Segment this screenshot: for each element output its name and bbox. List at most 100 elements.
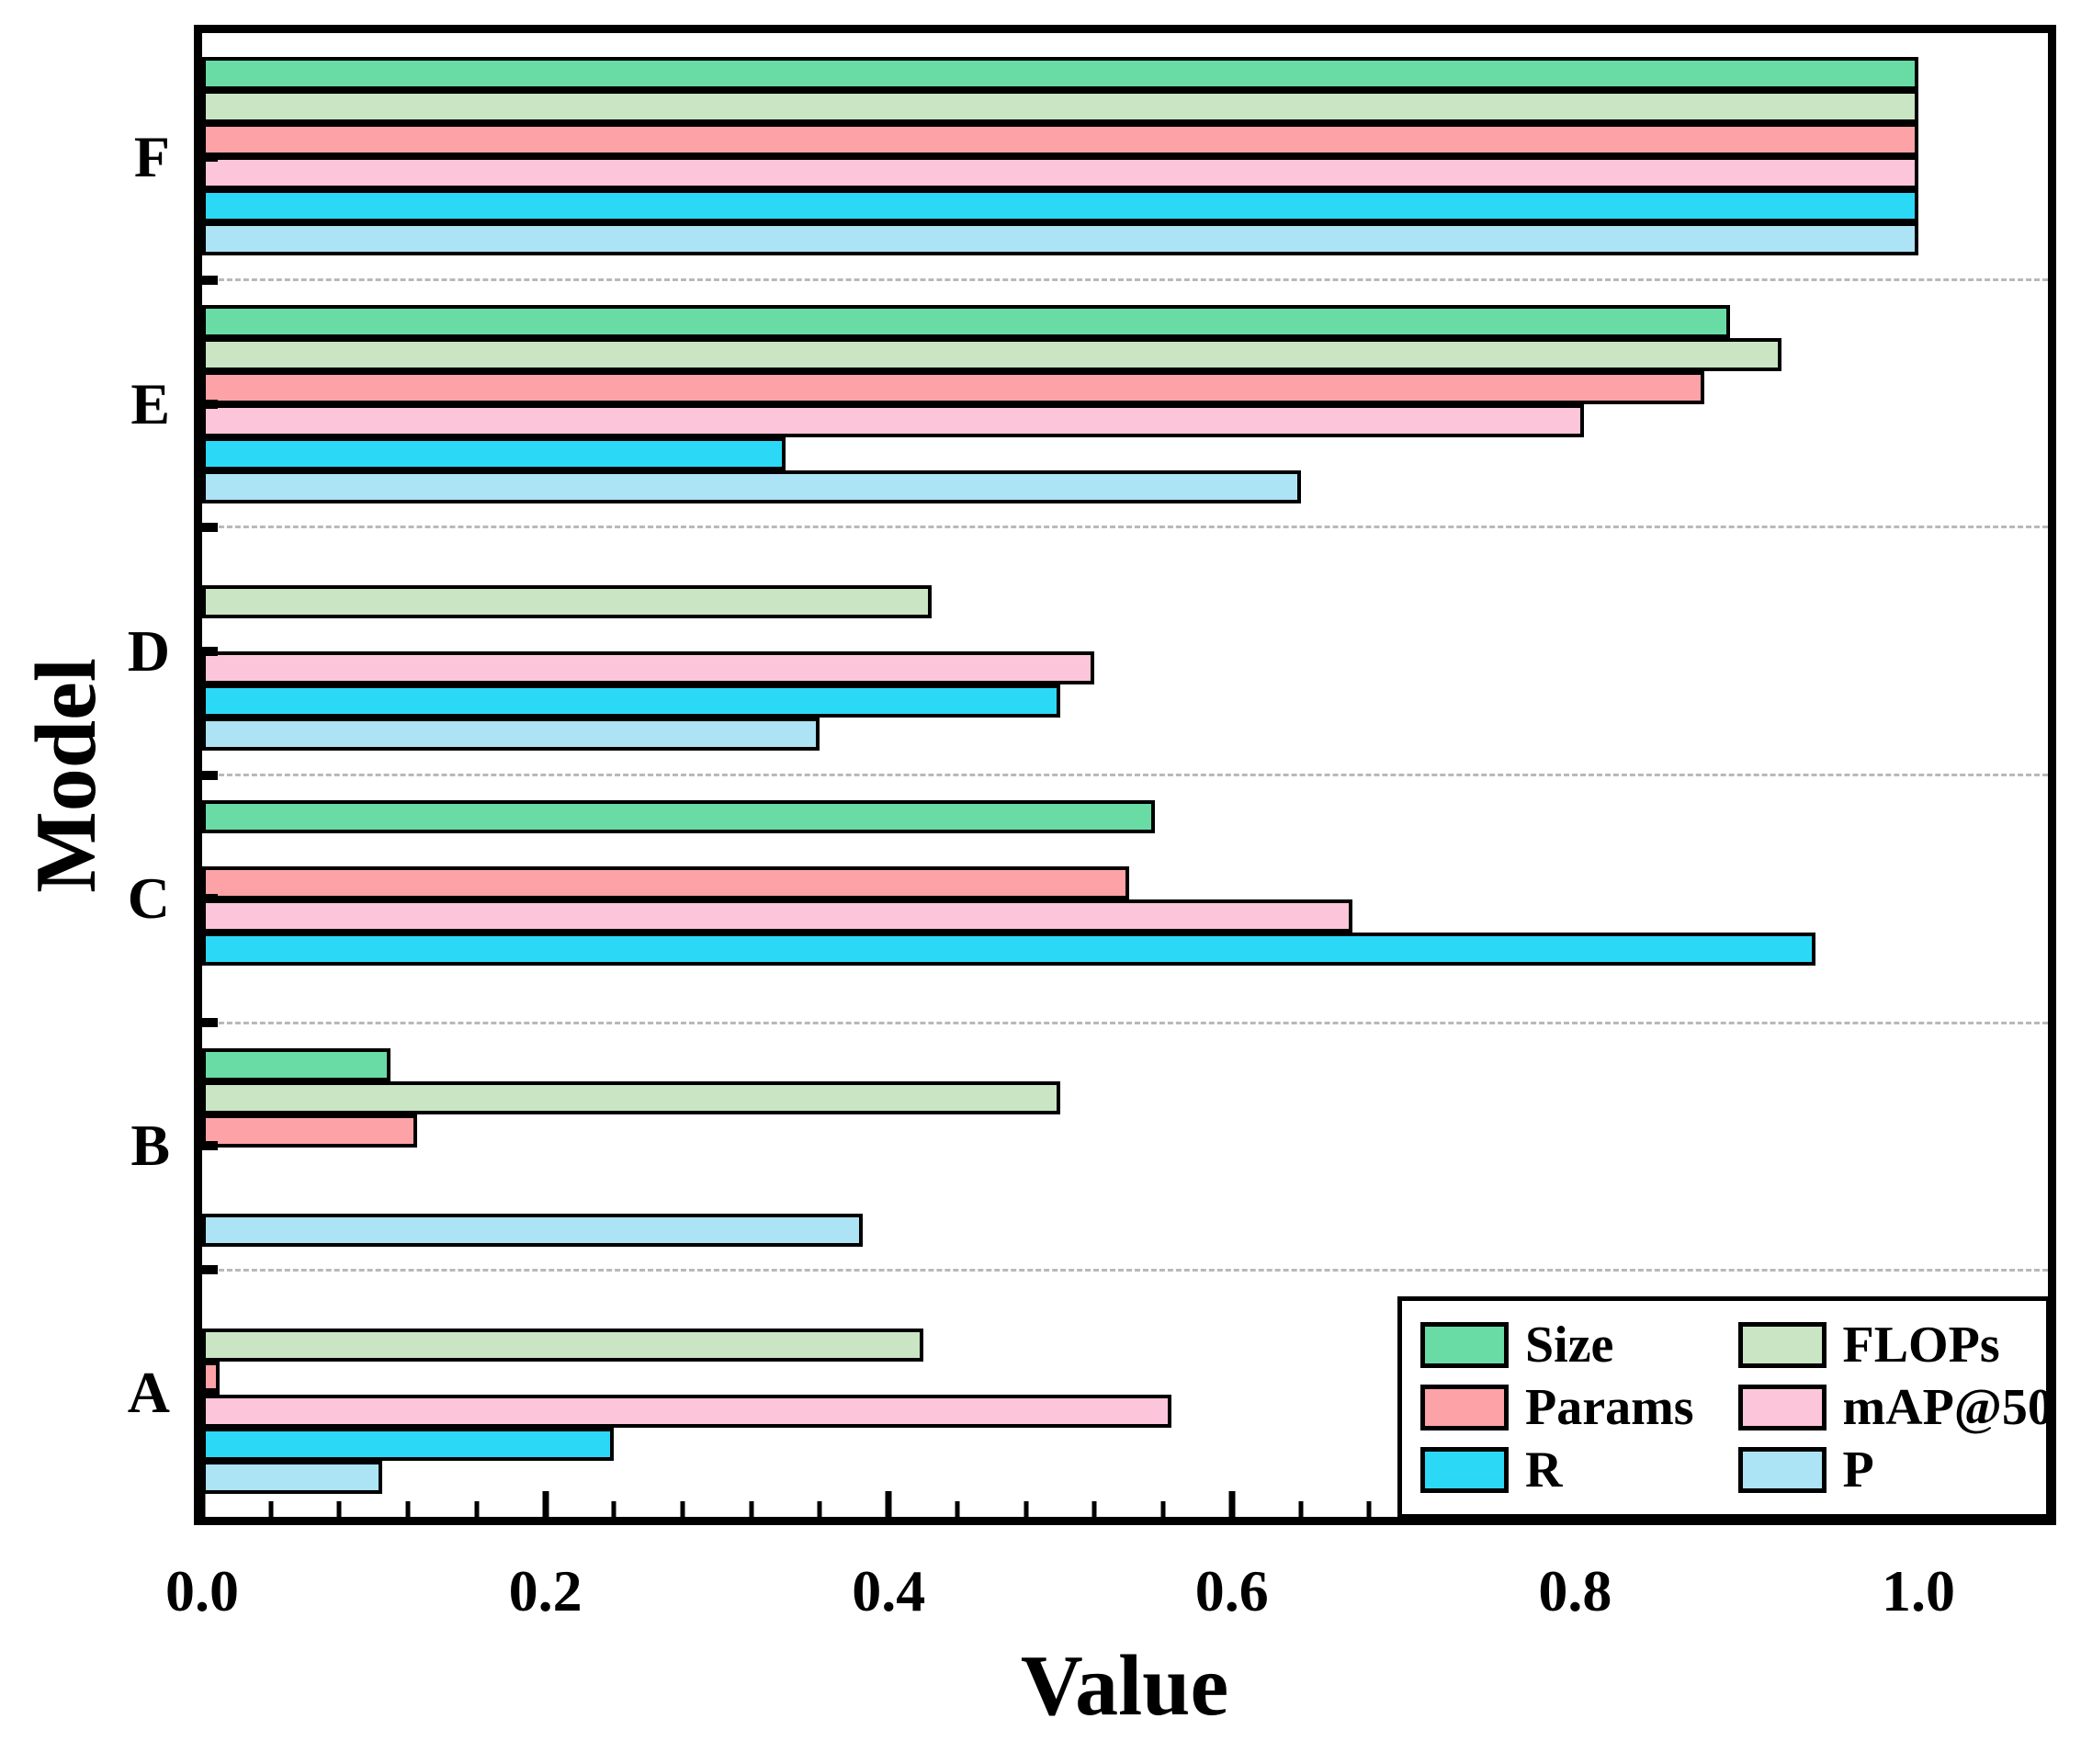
legend-swatch-Params xyxy=(1420,1385,1509,1430)
bar-slot-mAP@50-C xyxy=(202,899,2048,933)
bar-slot-mAP@50-D xyxy=(202,651,2048,685)
legend-label-Params: Params xyxy=(1525,1379,1694,1436)
bar-Params-B xyxy=(202,1114,417,1148)
category-label-E: E xyxy=(130,370,170,436)
bar-slot-FLOPs-C xyxy=(202,833,2048,866)
bar-slot-R-F xyxy=(202,189,2048,222)
x-tick-label-0.2: 0.2 xyxy=(508,1558,582,1623)
category-label-A: A xyxy=(127,1360,170,1426)
bar-mAP@50-C xyxy=(202,899,1352,933)
legend-swatch-Size xyxy=(1420,1322,1509,1368)
legend-label-Size: Size xyxy=(1525,1317,1614,1374)
category-label-D: D xyxy=(127,617,170,684)
bar-Size-C xyxy=(202,800,1155,834)
bar-slot-P-A xyxy=(202,1461,2048,1495)
bar-slot-Size-C xyxy=(202,800,2048,834)
bar-group-A xyxy=(202,1272,2048,1517)
bar-R-D xyxy=(202,684,1060,718)
bar-group-D xyxy=(202,528,2048,777)
bar-slot-P-C xyxy=(202,966,2048,999)
category-label-C: C xyxy=(127,865,170,932)
bar-Size-B xyxy=(202,1047,390,1081)
bar-slot-FLOPs-D xyxy=(202,585,2048,619)
bar-slot-FLOPs-B xyxy=(202,1080,2048,1114)
bar-slot-P-E xyxy=(202,469,2048,503)
bar-groups xyxy=(202,33,2048,1517)
bar-slot-R-D xyxy=(202,684,2048,718)
legend-item-R: R xyxy=(1420,1442,1714,1498)
bar-P-A xyxy=(202,1461,382,1495)
bar-FLOPs-B xyxy=(202,1080,1060,1114)
x-axis-title: Value xyxy=(1020,1638,1229,1734)
bar-slot-R-A xyxy=(202,1428,2048,1462)
bar-Size-F xyxy=(202,57,1918,90)
bar-mAP@50-A xyxy=(202,1395,1171,1429)
bar-slot-R-B xyxy=(202,1181,2048,1214)
bar-FLOPs-D xyxy=(202,585,932,619)
bar-slot-Params-F xyxy=(202,123,2048,156)
legend-label-mAP@50: mAP@50 xyxy=(1842,1379,2053,1436)
x-tick-label-0.8: 0.8 xyxy=(1538,1558,1612,1623)
bar-slot-FLOPs-A xyxy=(202,1329,2048,1363)
bar-Params-F xyxy=(202,123,1918,156)
bar-slot-Size-F xyxy=(202,57,2048,90)
bar-group-E xyxy=(202,281,2048,529)
x-tick-label-0.4: 0.4 xyxy=(852,1558,926,1623)
legend-label-P: P xyxy=(1842,1442,1874,1498)
plot-area xyxy=(194,25,2056,1525)
bar-R-C xyxy=(202,933,1815,967)
bar-slot-R-C xyxy=(202,933,2048,967)
bar-P-B xyxy=(202,1213,863,1247)
bar-slot-Size-B xyxy=(202,1047,2048,1081)
bar-slot-Params-B xyxy=(202,1114,2048,1148)
legend-item-P: P xyxy=(1737,1442,2032,1498)
bar-slot-Size-E xyxy=(202,304,2048,338)
bar-slot-FLOPs-F xyxy=(202,90,2048,123)
legend-item-FLOPs: FLOPs xyxy=(1737,1317,2032,1373)
y-axis-title: Model xyxy=(18,658,114,893)
legend-item-Params: Params xyxy=(1420,1380,1714,1435)
bar-FLOPs-A xyxy=(202,1329,923,1363)
bar-R-A xyxy=(202,1428,614,1462)
bar-group-F xyxy=(202,33,2048,281)
bar-P-E xyxy=(202,469,1301,503)
bar-slot-mAP@50-A xyxy=(202,1395,2048,1429)
bar-P-D xyxy=(202,718,820,752)
bar-FLOPs-F xyxy=(202,90,1918,123)
category-label-B: B xyxy=(130,1113,170,1179)
bar-Params-E xyxy=(202,370,1704,404)
legend-swatch-mAP@50 xyxy=(1737,1385,1827,1430)
bar-group-B xyxy=(202,1024,2048,1272)
bar-FLOPs-E xyxy=(202,337,1781,371)
bar-Params-A xyxy=(202,1362,220,1396)
bar-slot-Size-D xyxy=(202,552,2048,585)
legend-label-R: R xyxy=(1525,1442,1563,1498)
bar-slot-mAP@50-F xyxy=(202,156,2048,189)
legend-swatch-P xyxy=(1737,1447,1827,1493)
bar-R-F xyxy=(202,189,1918,222)
bar-slot-Params-E xyxy=(202,370,2048,404)
bar-slot-Params-D xyxy=(202,618,2048,651)
bar-slot-Params-C xyxy=(202,866,2048,900)
bar-slot-mAP@50-B xyxy=(202,1148,2048,1181)
legend: Size FLOPs Params mAP@50 R P xyxy=(1397,1296,2053,1519)
x-tick-label-0.6: 0.6 xyxy=(1194,1558,1269,1623)
bar-slot-P-F xyxy=(202,222,2048,255)
legend-item-Size: Size xyxy=(1420,1317,1714,1373)
bar-slot-P-D xyxy=(202,718,2048,752)
bar-mAP@50-D xyxy=(202,651,1094,685)
legend-swatch-FLOPs xyxy=(1737,1322,1827,1368)
bar-mAP@50-E xyxy=(202,403,1584,437)
bar-slot-FLOPs-E xyxy=(202,337,2048,371)
bar-slot-mAP@50-E xyxy=(202,403,2048,437)
bar-group-C xyxy=(202,776,2048,1024)
legend-swatch-R xyxy=(1420,1447,1509,1493)
bar-mAP@50-F xyxy=(202,156,1918,189)
bar-R-E xyxy=(202,436,786,470)
x-tick-label-1.0: 1.0 xyxy=(1882,1558,1955,1623)
bar-P-F xyxy=(202,222,1918,255)
bar-Params-C xyxy=(202,866,1129,900)
bar-Size-E xyxy=(202,304,1730,338)
bar-slot-P-B xyxy=(202,1213,2048,1247)
